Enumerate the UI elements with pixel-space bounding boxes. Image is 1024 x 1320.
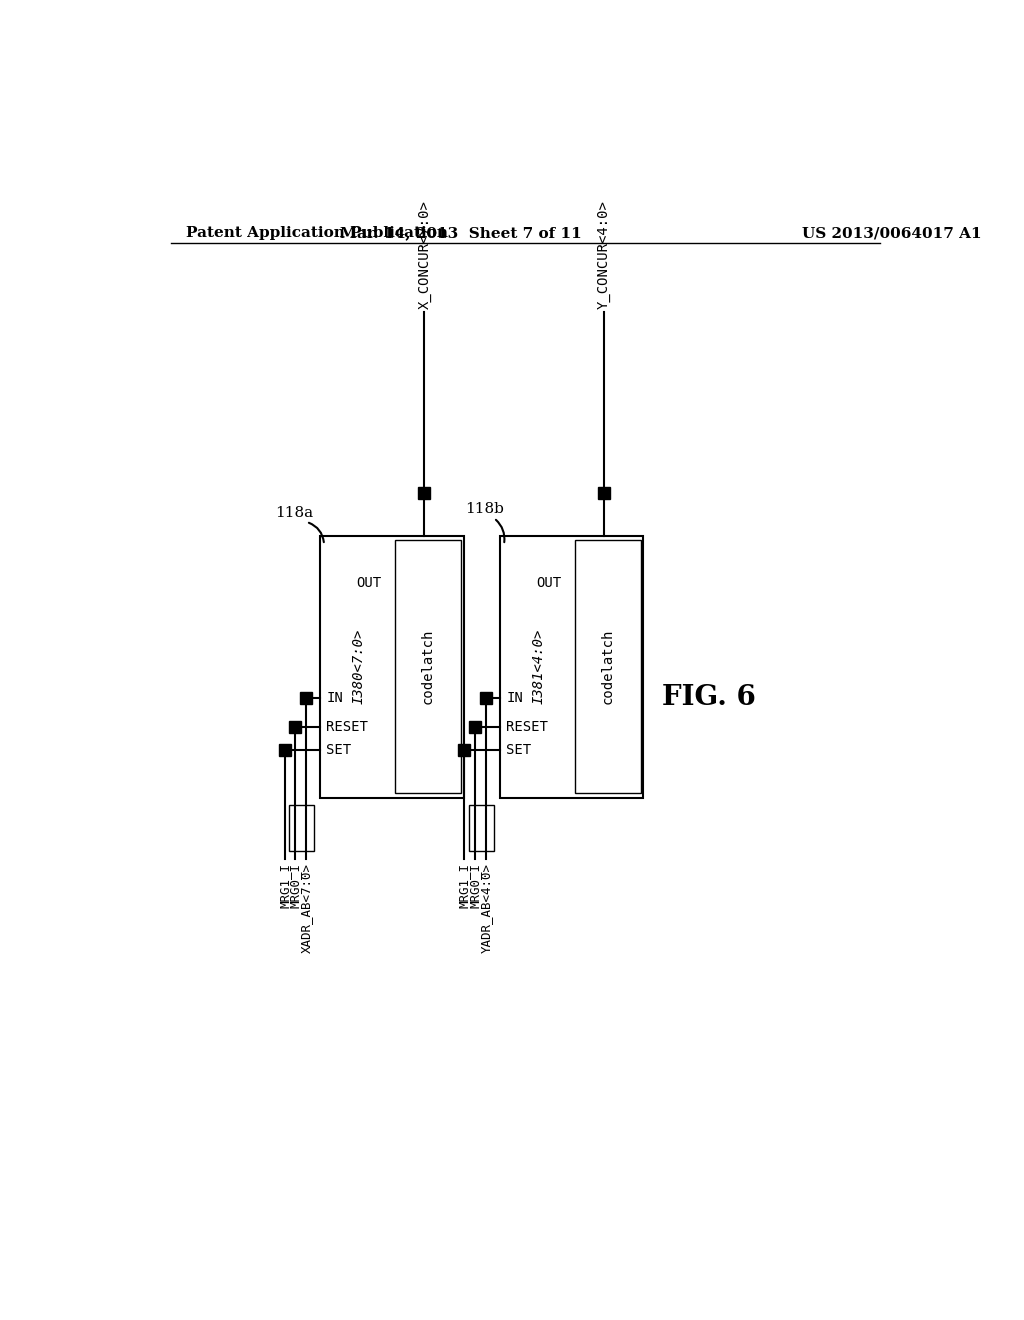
Text: codelatch: codelatch [421, 628, 435, 705]
Bar [395, 540, 461, 793]
Text: IN: IN [327, 690, 343, 705]
Text: FIG. 6: FIG. 6 [663, 684, 756, 711]
Text: X_CONCUR<7:0>: X_CONCUR<7:0> [418, 199, 431, 309]
Text: MRG0_I: MRG0_I [469, 863, 481, 908]
Bar [469, 805, 494, 851]
Text: I380<7:0>: I380<7:0> [352, 628, 366, 705]
Text: MRG1_I: MRG1_I [279, 863, 291, 908]
Text: IN: IN [506, 690, 523, 705]
Text: I381<4:0>: I381<4:0> [531, 628, 546, 705]
Text: YADR_AB<4:0>: YADR_AB<4:0> [479, 863, 493, 953]
Text: Patent Application Publication: Patent Application Publication [186, 226, 449, 240]
Text: 118b: 118b [465, 502, 504, 516]
Text: Y_CONCUR<4:0>: Y_CONCUR<4:0> [597, 199, 611, 309]
Bar [500, 536, 643, 797]
Text: SET: SET [327, 743, 351, 758]
Text: RESET: RESET [327, 719, 369, 734]
Text: SET: SET [506, 743, 531, 758]
Text: OUT: OUT [356, 576, 381, 590]
Text: XADR_AB<7:0>: XADR_AB<7:0> [300, 863, 312, 953]
Text: codelatch: codelatch [600, 628, 614, 705]
Text: MRG0_I: MRG0_I [289, 863, 302, 908]
Text: Mar. 14, 2013  Sheet 7 of 11: Mar. 14, 2013 Sheet 7 of 11 [340, 226, 582, 240]
Text: 118a: 118a [275, 506, 313, 520]
Bar [321, 536, 464, 797]
Text: RESET: RESET [506, 719, 548, 734]
Text: US 2013/0064017 A1: US 2013/0064017 A1 [802, 226, 982, 240]
Bar [574, 540, 640, 793]
Text: OUT: OUT [536, 576, 561, 590]
Bar [289, 805, 314, 851]
Text: MRG1_I: MRG1_I [458, 863, 471, 908]
